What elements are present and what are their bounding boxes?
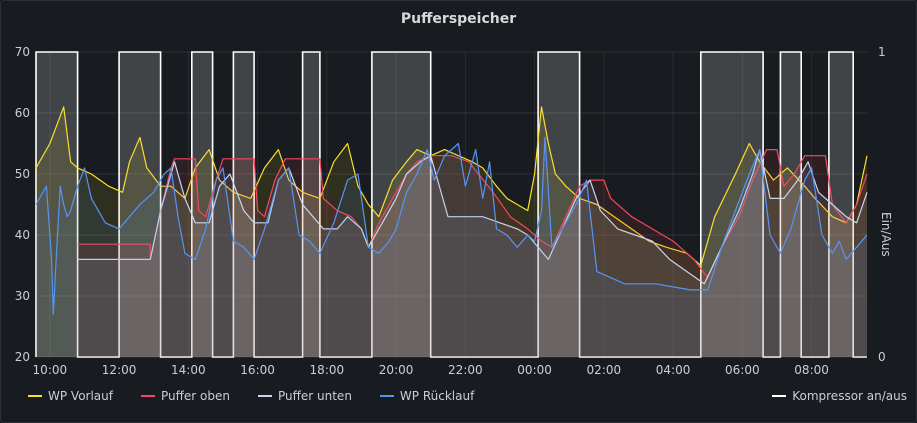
y2-tick-label: 1: [878, 45, 886, 59]
legend-swatch: [257, 395, 272, 397]
legend-item-wp-ruecklauf[interactable]: WP Rücklauf: [379, 389, 475, 403]
right-axis-label: Ein/Aus: [879, 212, 893, 257]
y-tick-label: 20: [15, 350, 30, 364]
legend-label: WP Vorlauf: [48, 389, 113, 403]
legend-item-wp-vorlauf[interactable]: WP Vorlauf: [28, 389, 113, 403]
series-line-3: [35, 136, 868, 315]
series-area-2: [77, 149, 868, 357]
series-area-1: [77, 149, 868, 357]
chart-title: Pufferspeicher: [400, 11, 517, 27]
legend-item-puffer-oben[interactable]: Puffer oben: [141, 389, 230, 403]
y-tick-label: 60: [15, 106, 30, 120]
legend-swatch: [379, 395, 394, 397]
y-tick-label: 50: [15, 167, 30, 181]
x-tick-label: 22:00: [448, 363, 483, 377]
legend-label: WP Rücklauf: [399, 389, 475, 403]
legend-swatch: [772, 395, 787, 397]
legend-swatch: [28, 395, 42, 397]
y-tick-label: 40: [15, 228, 30, 242]
compressor-area: [36, 52, 867, 357]
legend: WP Vorlauf Puffer oben Puffer unten WP R…: [28, 389, 474, 403]
x-tick-label: 10:00: [33, 363, 68, 377]
x-tick-label: 06:00: [725, 363, 760, 377]
legend-item-puffer-unten[interactable]: Puffer unten: [257, 389, 352, 403]
x-tick-label: 14:00: [171, 363, 206, 377]
x-tick-label: 12:00: [102, 363, 137, 377]
x-tick-label: 00:00: [517, 363, 552, 377]
compressor-line: [35, 51, 867, 358]
x-tick-label: 16:00: [240, 363, 275, 377]
x-tick-label: 04:00: [656, 363, 691, 377]
x-tick-label: 20:00: [379, 363, 414, 377]
legend-swatch: [141, 395, 155, 397]
series-line-2: [77, 149, 868, 285]
x-tick-label: 08:00: [794, 363, 829, 377]
y-tick-label: 70: [15, 45, 30, 59]
series-area-3: [36, 137, 867, 357]
legend-label: Puffer unten: [277, 389, 352, 403]
legend-label: Puffer oben: [161, 389, 230, 403]
y-tick-label: 30: [15, 289, 30, 303]
x-tick-label: 02:00: [587, 363, 622, 377]
x-tick-label: 18:00: [310, 363, 345, 377]
y2-tick-label: 0: [878, 350, 886, 364]
legend-item-kompressor[interactable]: Kompressor an/aus: [772, 389, 907, 403]
series-area-0: [36, 106, 867, 358]
legend-label: Kompressor an/aus: [792, 389, 907, 403]
